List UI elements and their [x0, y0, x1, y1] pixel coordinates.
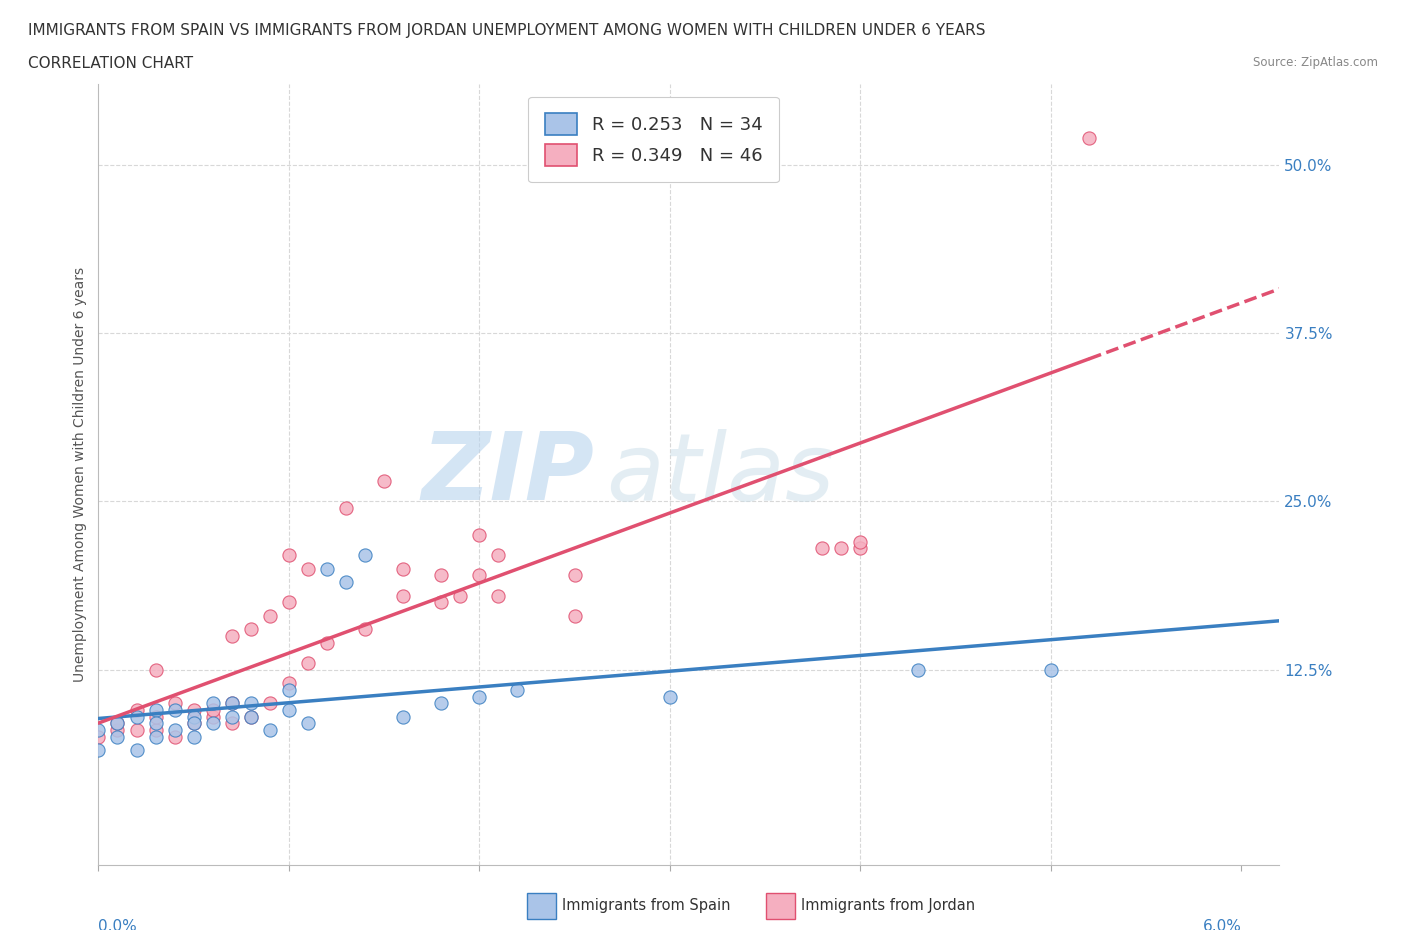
Y-axis label: Unemployment Among Women with Children Under 6 years: Unemployment Among Women with Children U… [73, 267, 87, 682]
Point [87, 723, 110, 737]
Point [87, 743, 110, 758]
Point [201, 716, 224, 731]
Point [125, 702, 148, 717]
Point [468, 568, 491, 583]
Point [163, 696, 186, 711]
Point [564, 608, 586, 623]
Point [163, 723, 186, 737]
Point [316, 561, 339, 576]
Text: Immigrants from Spain: Immigrants from Spain [562, 898, 731, 913]
Point [430, 595, 453, 610]
Point [221, 629, 243, 644]
Text: IMMIGRANTS FROM SPAIN VS IMMIGRANTS FROM JORDAN UNEMPLOYMENT AMONG WOMEN WITH CH: IMMIGRANTS FROM SPAIN VS IMMIGRANTS FROM… [28, 23, 986, 38]
Point [564, 568, 586, 583]
Point [449, 588, 471, 603]
Point [392, 588, 415, 603]
Text: 6.0%: 6.0% [1202, 919, 1241, 930]
Point [183, 710, 205, 724]
Point [145, 702, 167, 717]
Point [316, 635, 339, 650]
Point [849, 534, 872, 549]
Point [183, 729, 205, 744]
Text: Immigrants from Jordan: Immigrants from Jordan [801, 898, 976, 913]
Point [849, 541, 872, 556]
Point [468, 527, 491, 542]
Point [145, 723, 167, 737]
Point [811, 541, 834, 556]
Point [277, 702, 299, 717]
Point [297, 656, 319, 671]
Text: atlas: atlas [606, 429, 835, 520]
Point [107, 729, 129, 744]
Point [201, 696, 224, 711]
Point [163, 702, 186, 717]
Point [107, 723, 129, 737]
Point [239, 710, 262, 724]
Point [1039, 662, 1062, 677]
Point [145, 710, 167, 724]
Point [297, 561, 319, 576]
Point [183, 716, 205, 731]
Point [277, 683, 299, 698]
Point [354, 548, 377, 563]
Point [259, 696, 281, 711]
Point [354, 622, 377, 637]
Point [830, 541, 852, 556]
Point [201, 702, 224, 717]
Point [125, 710, 148, 724]
Point [259, 723, 281, 737]
Point [277, 548, 299, 563]
Point [163, 729, 186, 744]
Point [297, 716, 319, 731]
Point [392, 710, 415, 724]
Text: Source: ZipAtlas.com: Source: ZipAtlas.com [1253, 56, 1378, 69]
Point [221, 710, 243, 724]
Point [658, 689, 681, 704]
Point [145, 716, 167, 731]
Point [430, 696, 453, 711]
Point [392, 561, 415, 576]
Legend: R = 0.253   N = 34, R = 0.349   N = 46: R = 0.253 N = 34, R = 0.349 N = 46 [529, 97, 779, 182]
Point [239, 710, 262, 724]
Point [277, 595, 299, 610]
Text: 0.0%: 0.0% [98, 919, 138, 930]
Point [107, 716, 129, 731]
Point [145, 729, 167, 744]
Point [239, 696, 262, 711]
Point [430, 568, 453, 583]
Point [125, 743, 148, 758]
Point [259, 608, 281, 623]
Point [488, 548, 510, 563]
Point [239, 622, 262, 637]
Point [183, 716, 205, 731]
Point [125, 723, 148, 737]
Point [201, 710, 224, 724]
Point [488, 588, 510, 603]
Point [183, 702, 205, 717]
Point [221, 696, 243, 711]
Point [277, 675, 299, 690]
Point [373, 473, 395, 488]
Point [506, 683, 529, 698]
Point [335, 500, 357, 515]
Point [221, 716, 243, 731]
Point [107, 716, 129, 731]
Point [1078, 130, 1101, 145]
Point [468, 689, 491, 704]
Point [145, 662, 167, 677]
Text: CORRELATION CHART: CORRELATION CHART [28, 56, 193, 71]
Point [87, 729, 110, 744]
Text: ZIP: ZIP [422, 429, 595, 520]
Point [907, 662, 929, 677]
Point [335, 575, 357, 590]
Point [221, 696, 243, 711]
